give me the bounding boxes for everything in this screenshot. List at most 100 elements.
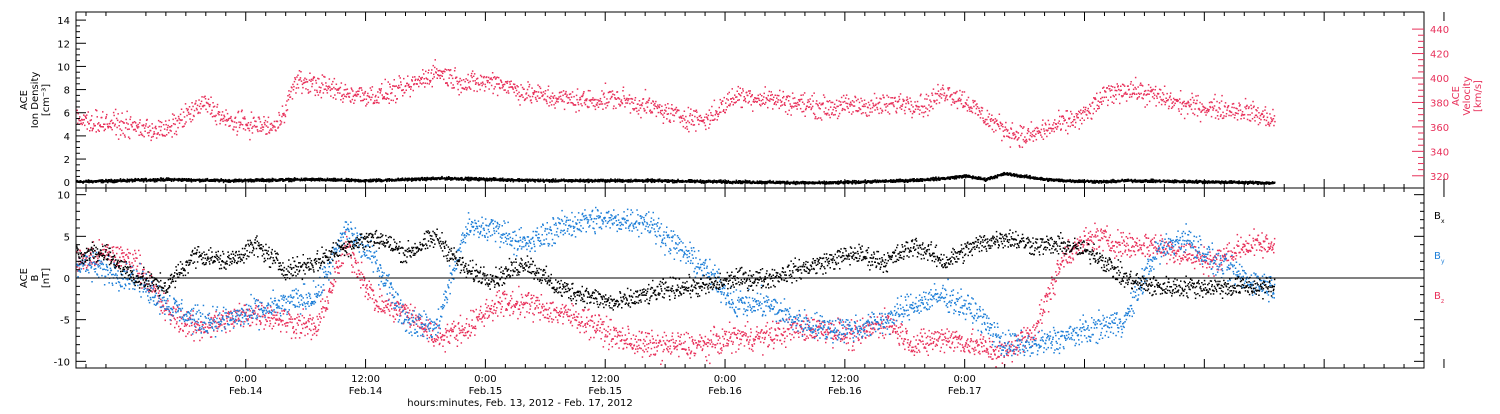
density-point [517, 178, 519, 180]
velocity-point [388, 98, 390, 100]
velocity-point [555, 97, 557, 99]
velocity-point [475, 82, 477, 84]
velocity-point [104, 123, 106, 125]
velocity-point [158, 125, 160, 128]
density-point [126, 178, 129, 180]
velocity-point [141, 134, 144, 137]
density-point [485, 178, 488, 181]
density-point [551, 181, 553, 183]
velocity-point [286, 100, 288, 102]
density-point [493, 177, 495, 179]
density-point [358, 179, 360, 182]
velocity-point [333, 86, 335, 89]
density-point [851, 179, 854, 182]
velocity-point [276, 120, 279, 123]
velocity-point [557, 101, 559, 103]
density-point [492, 179, 494, 181]
velocity-point [337, 89, 340, 91]
velocity-point [422, 82, 424, 84]
velocity-point [391, 92, 393, 94]
density-point [220, 178, 223, 181]
velocity-point [294, 78, 297, 81]
velocity-point [306, 81, 309, 83]
velocity-point [473, 73, 476, 75]
density-point [194, 180, 197, 182]
density-point [153, 178, 155, 180]
velocity-point [263, 122, 266, 124]
velocity-point [138, 134, 140, 136]
velocity-point [418, 75, 420, 78]
velocity-point [187, 111, 190, 114]
density-point [499, 180, 502, 182]
density-point [775, 180, 778, 183]
velocity-point [214, 120, 217, 122]
density-point [87, 181, 89, 183]
density-point [964, 176, 967, 179]
velocity-point [416, 83, 418, 85]
density-point [388, 178, 391, 180]
velocity-point [400, 83, 402, 86]
density-point [380, 180, 382, 182]
density-point [378, 178, 380, 180]
density-point [288, 179, 291, 181]
density-point [247, 179, 249, 182]
velocity-point [128, 128, 130, 130]
velocity-point [325, 82, 327, 84]
velocity-point [102, 126, 104, 128]
velocity-point [166, 129, 168, 131]
density-point [333, 177, 335, 180]
velocity-point [464, 86, 467, 89]
velocity-point [488, 88, 490, 90]
velocity-point [395, 85, 397, 87]
velocity-point [308, 91, 310, 93]
velocity-point [342, 97, 345, 100]
density-point [467, 176, 470, 179]
density-point [811, 182, 814, 185]
velocity-point [192, 105, 194, 108]
velocity-point [507, 90, 509, 92]
velocity-point [288, 90, 290, 92]
density-point [446, 178, 448, 181]
velocity-point [252, 125, 254, 128]
velocity-point [428, 69, 430, 71]
density-point [125, 179, 128, 182]
velocity-point [84, 124, 86, 127]
velocity-point [184, 103, 187, 105]
density-point [145, 180, 148, 183]
density-point [455, 177, 457, 179]
velocity-point [340, 82, 343, 84]
velocity-point [483, 75, 485, 78]
density-point [404, 179, 406, 182]
density-point [126, 181, 128, 183]
density-point [712, 180, 715, 183]
velocity-point [560, 98, 562, 100]
velocity-point [231, 120, 234, 123]
velocity-point [431, 85, 433, 88]
velocity-point [326, 89, 328, 92]
density-point [140, 178, 143, 180]
velocity-point [436, 68, 438, 70]
velocity-point [460, 79, 463, 82]
density-point [674, 181, 676, 184]
velocity-point [223, 114, 225, 117]
velocity-point [188, 106, 191, 108]
velocity-point [315, 79, 317, 82]
velocity-point [164, 120, 167, 122]
velocity-point [123, 134, 126, 136]
velocity-point [226, 112, 229, 115]
density-point [839, 182, 842, 184]
velocity-point [473, 90, 475, 92]
velocity-point [329, 89, 332, 92]
velocity-point [237, 110, 240, 113]
velocity-point [545, 100, 548, 103]
density-point [567, 180, 570, 183]
density-point [764, 180, 766, 183]
velocity-point [170, 125, 173, 127]
velocity-point [129, 116, 132, 118]
velocity-point [460, 91, 462, 94]
density-point [609, 179, 612, 181]
density-point [557, 180, 560, 183]
density-point [680, 180, 683, 182]
density-point [546, 178, 548, 181]
density-point [618, 178, 621, 181]
